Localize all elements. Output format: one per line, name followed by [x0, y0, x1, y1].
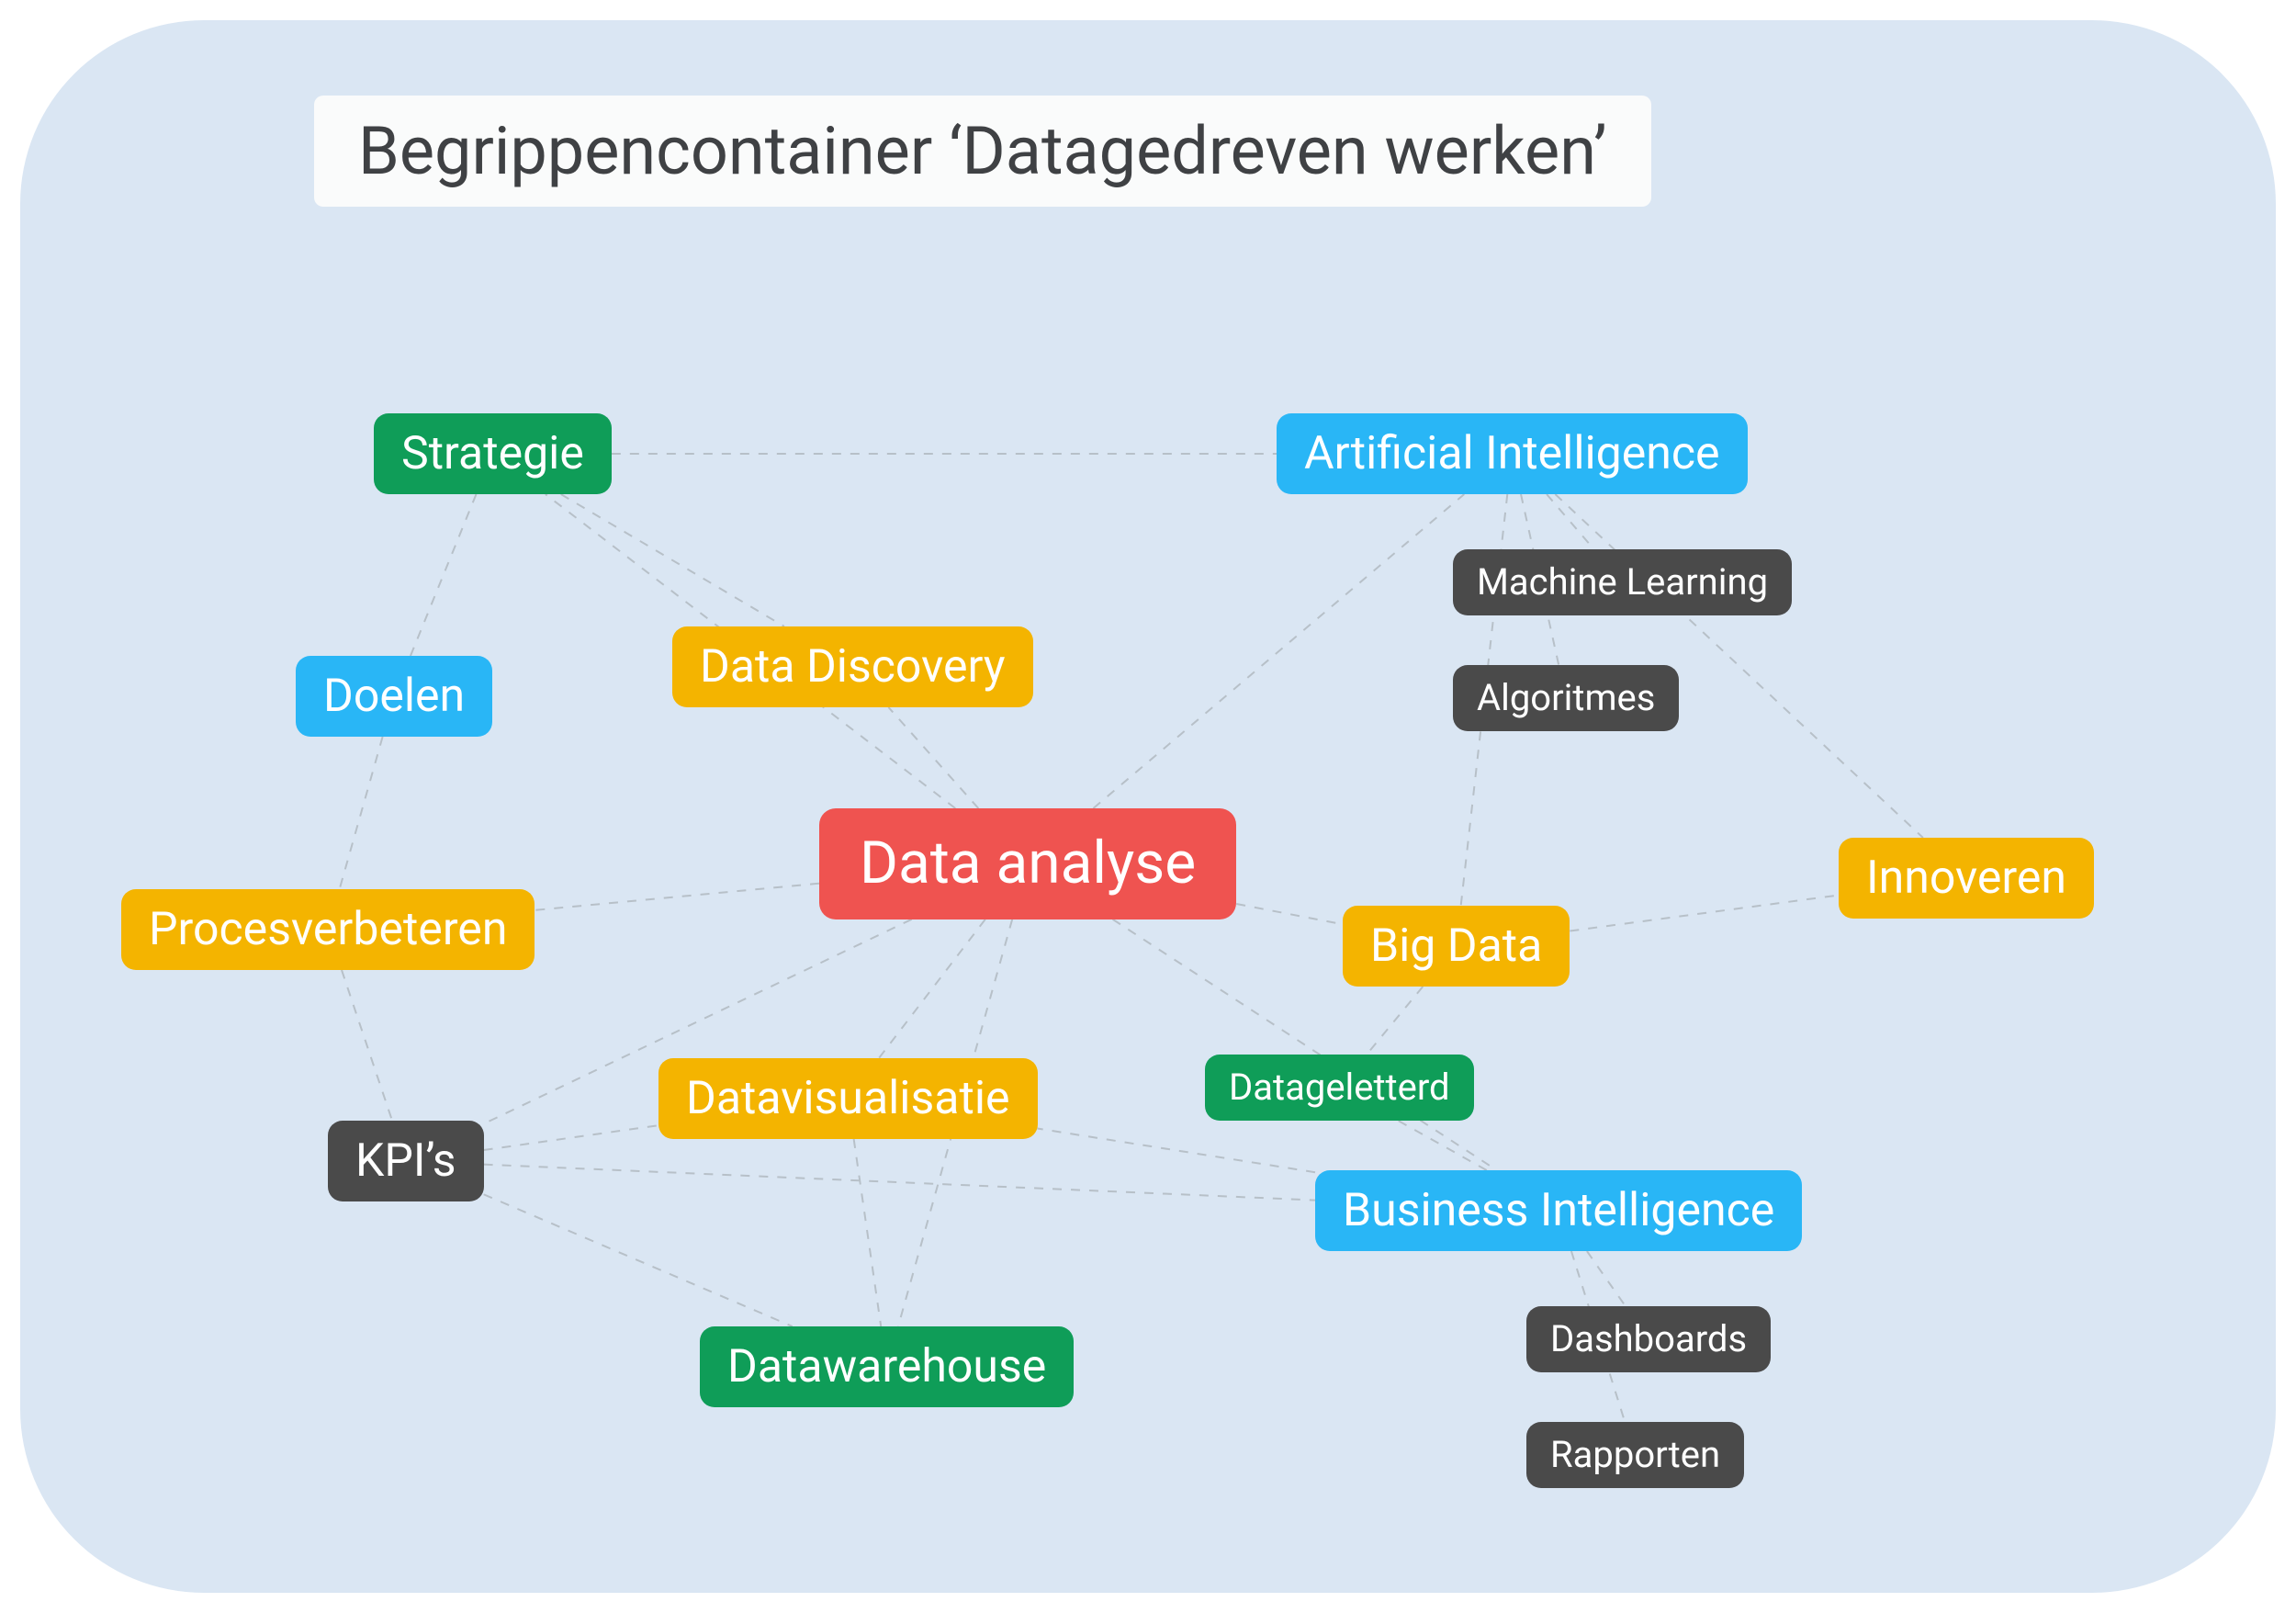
edge-strategie-doelen: [411, 494, 477, 656]
node-ai: Artificial Intelligence: [1277, 413, 1748, 494]
node-dashboards: Dashboards: [1526, 1306, 1771, 1372]
node-label: Doelen: [323, 669, 465, 724]
edge-bi-datageletterd: [1398, 1121, 1486, 1170]
node-datavisualisatie: Datavisualisatie: [658, 1058, 1038, 1139]
node-big_data: Big Data: [1343, 906, 1570, 987]
edge-strategie-data_discovery: [561, 494, 784, 626]
node-label: Datawarehouse: [727, 1339, 1046, 1394]
node-kpis: KPI’s: [328, 1121, 484, 1201]
node-doelen: Doelen: [296, 656, 492, 737]
node-bi: Business Intelligence: [1315, 1170, 1802, 1251]
node-data_discovery: Data Discovery: [672, 626, 1033, 707]
node-rapporten: Rapporten: [1526, 1422, 1744, 1488]
node-datawarehouse: Datawarehouse: [700, 1326, 1074, 1407]
edge-big_data-innoveren: [1570, 896, 1839, 931]
edge-data_analyse-procesverbeteren: [535, 884, 819, 910]
node-label: Datavisualisatie: [686, 1071, 1010, 1126]
node-label: Rapporten: [1550, 1433, 1720, 1477]
edge-doelen-procesverbeteren: [340, 737, 383, 889]
node-data_analyse: Data analyse: [819, 808, 1236, 919]
node-label: Data Discovery: [700, 639, 1006, 694]
edge-kpis-datavisualisatie: [484, 1125, 658, 1150]
node-label: Strategie: [401, 426, 584, 481]
node-label: Machine Learning: [1477, 560, 1768, 604]
edges-layer: [20, 20, 2276, 1593]
edge-data_analyse-ai: [1093, 494, 1464, 808]
edge-big_data-datageletterd: [1367, 987, 1423, 1055]
node-label: Algoritmes: [1477, 676, 1655, 720]
diagram-stage: Begrippencontainer ‘Datagedreven werken’…: [0, 0, 2296, 1613]
node-innoveren: Innoveren: [1839, 838, 2094, 919]
node-label: Artificial Intelligence: [1304, 426, 1720, 481]
node-algoritmes: Algoritmes: [1453, 665, 1679, 731]
diagram-title: Begrippencontainer ‘Datagedreven werken’: [314, 96, 1651, 207]
node-label: Dashboards: [1550, 1317, 1747, 1361]
edge-bi-datavisualisatie: [1038, 1129, 1316, 1173]
edge-datavisualisatie-datawarehouse: [854, 1139, 882, 1326]
node-datageletterd: Datageletterd: [1205, 1055, 1474, 1121]
edge-bi-dashboards: [1587, 1251, 1626, 1306]
node-ml: Machine Learning: [1453, 549, 1792, 615]
node-procesverbeteren: Procesverbeteren: [121, 889, 535, 970]
node-label: Procesverbeteren: [149, 902, 507, 957]
edge-ai-ml: [1547, 494, 1594, 549]
edge-data_analyse-big_data: [1236, 904, 1343, 924]
edge-data_analyse-datavisualisatie: [879, 919, 985, 1058]
edge-procesverbeteren-kpis: [342, 970, 392, 1121]
edge-kpis-bi: [484, 1165, 1315, 1201]
node-label: Innoveren: [1866, 851, 2066, 906]
diagram-panel: Begrippencontainer ‘Datagedreven werken’…: [20, 20, 2276, 1593]
node-strategie: Strategie: [374, 413, 612, 494]
edge-data_analyse-data_discovery: [888, 707, 978, 808]
node-label: KPI’s: [355, 1134, 456, 1189]
node-label: Datageletterd: [1229, 1066, 1450, 1110]
edge-kpis-datawarehouse: [484, 1194, 793, 1326]
node-label: Big Data: [1370, 919, 1542, 974]
node-label: Data analyse: [860, 829, 1196, 899]
node-label: Business Intelligence: [1343, 1183, 1774, 1238]
diagram-title-text: Begrippencontainer ‘Datagedreven werken’: [358, 112, 1607, 190]
